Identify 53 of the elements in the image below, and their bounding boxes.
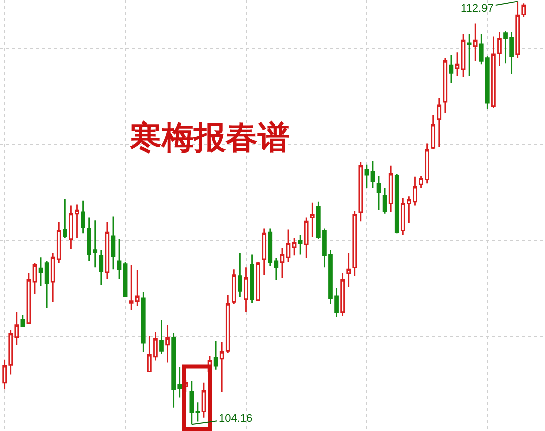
annotation: 112.97 (461, 3, 494, 15)
candlestick (202, 382, 206, 419)
candlestick (352, 210, 358, 278)
candlestick (443, 58, 448, 114)
annotation: 104.16 (219, 413, 253, 425)
candlestick (63, 198, 68, 240)
candlestick (394, 173, 400, 234)
candlestick (105, 222, 110, 280)
candlestick (44, 260, 50, 310)
candlestick (123, 262, 128, 298)
candlestick (364, 164, 370, 189)
candlestick (244, 266, 248, 314)
candlestick (38, 256, 44, 288)
candlestick (370, 160, 376, 189)
candlestick (461, 34, 466, 78)
candlestick (238, 252, 242, 298)
candlestick (304, 217, 309, 260)
candlestick (492, 36, 496, 109)
candlestick (196, 402, 200, 422)
candlestick (262, 228, 267, 276)
candlestick (141, 291, 146, 353)
candlestick (431, 114, 436, 150)
candlestick (250, 254, 254, 304)
candlestick (232, 268, 236, 305)
candlestick (99, 250, 104, 286)
candlestick (160, 319, 164, 355)
candlestick (455, 52, 460, 77)
candlestick (498, 32, 502, 68)
candlestick (298, 234, 303, 256)
candlestick (292, 238, 297, 256)
candlestick (256, 262, 260, 302)
candlestick (280, 248, 285, 279)
candlestick (346, 252, 352, 288)
candlestick (26, 272, 32, 326)
candlestick (449, 54, 454, 84)
candlestick (437, 97, 442, 148)
candlestick (117, 238, 122, 280)
candlestick (473, 23, 478, 62)
candlestick (340, 272, 345, 317)
candlestick (382, 187, 388, 215)
candlestick (286, 229, 291, 264)
candlestick (214, 340, 218, 371)
candlestick (310, 202, 315, 238)
candlestick (388, 165, 394, 214)
candlestick (32, 262, 38, 295)
candlestick (20, 314, 26, 328)
candlestick (358, 161, 364, 222)
candlestick (467, 34, 472, 77)
candlestick (190, 380, 194, 426)
text: 寒梅报春谱 (128, 118, 290, 156)
candlestick (376, 175, 382, 212)
candlestick (111, 216, 116, 270)
candlestick (166, 324, 170, 364)
